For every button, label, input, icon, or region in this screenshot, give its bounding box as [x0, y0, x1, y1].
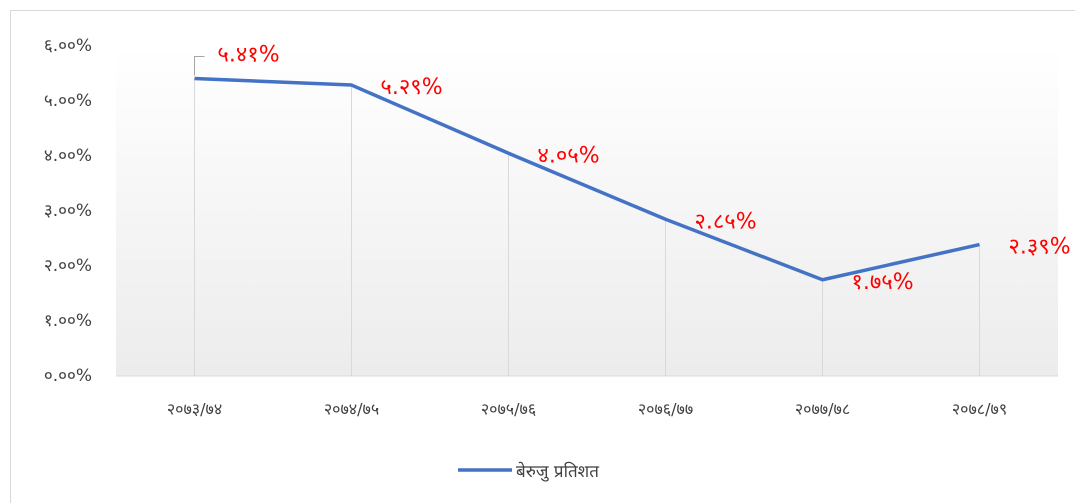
series-line — [194, 76, 980, 282]
y-tick-label: ६.००% — [44, 36, 92, 56]
y-tick-label: २.००% — [44, 256, 92, 276]
data-label: ५.२९% — [380, 75, 442, 100]
x-tick-label: २०७६/७७ — [638, 400, 693, 419]
y-tick-label: ५.००% — [44, 91, 92, 111]
x-tick-label: २०७४/७५ — [324, 400, 379, 419]
data-label: ४.०५% — [537, 143, 599, 168]
x-tick-label: २०७७/७८ — [795, 400, 850, 419]
data-label: ५.४१% — [217, 42, 279, 67]
data-label: २.८५% — [694, 209, 756, 234]
x-tick-label: २०७३/७४ — [167, 400, 222, 419]
y-tick-label: ३.००% — [44, 201, 92, 221]
legend-label: बेरुजु प्रतिशत — [516, 461, 599, 482]
x-tick-label: २०७८/७९ — [952, 400, 1007, 419]
leader-line — [194, 55, 205, 76]
y-tick-label: १.००% — [44, 311, 92, 331]
data-label: १.७५% — [851, 270, 913, 295]
y-tick-label: ०.००% — [44, 366, 92, 386]
data-label: २.३९% — [1008, 235, 1070, 260]
x-tick-label: २०७५/७६ — [481, 400, 536, 419]
chart-border — [10, 10, 1075, 503]
plot-area — [116, 46, 1058, 376]
y-tick-label: ४.००% — [44, 146, 92, 166]
